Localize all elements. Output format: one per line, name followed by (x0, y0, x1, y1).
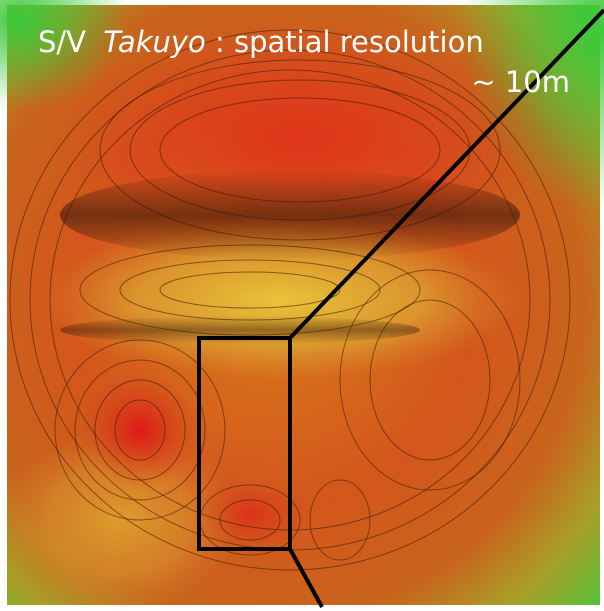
zoom-line (288, 8, 604, 340)
resolution: ~ 10m (471, 65, 570, 99)
caption-description: : spatial resolution (215, 25, 484, 59)
zoom-line (288, 548, 324, 608)
zoom-indicator (197, 8, 604, 608)
vessel-name: Takuyo (103, 25, 206, 59)
caption-line: S/V Takuyo : spatial resolution (38, 25, 484, 59)
vessel-prefix: S/V (38, 25, 86, 59)
zoom-box (197, 336, 292, 551)
